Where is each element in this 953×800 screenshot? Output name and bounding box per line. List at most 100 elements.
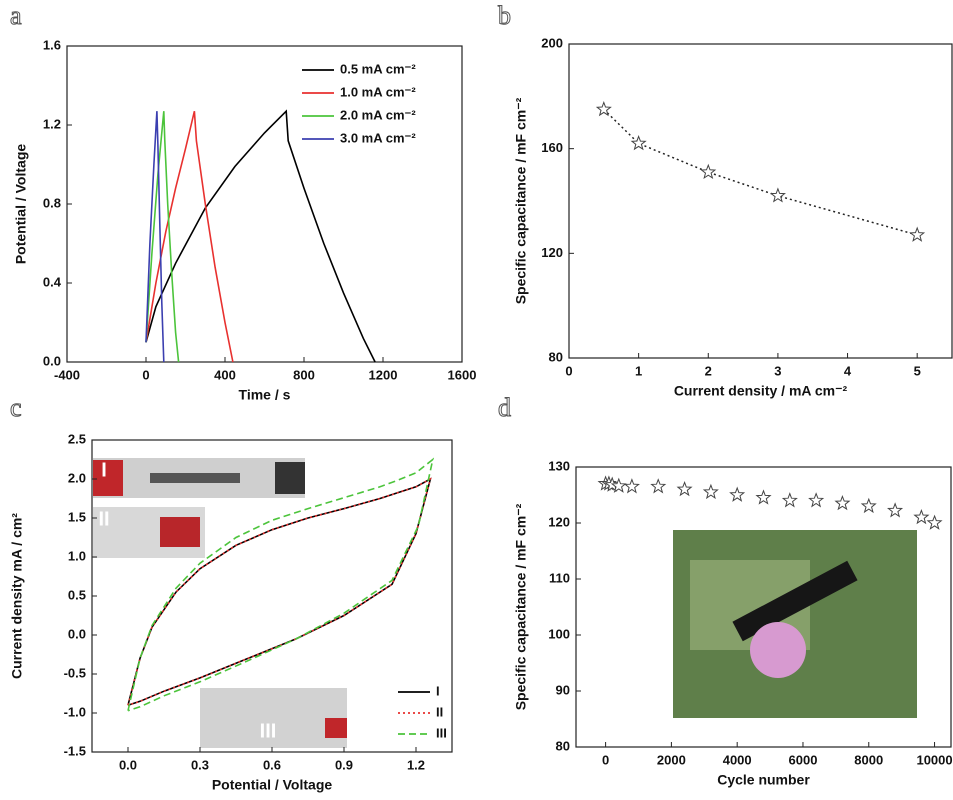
legend-label: 2.0 mA cm⁻² xyxy=(340,107,416,122)
panel-label: c xyxy=(10,393,22,422)
inset-label: II xyxy=(98,508,109,530)
x-tick-label: 0 xyxy=(565,363,572,378)
inset-photo-flower xyxy=(750,622,806,678)
panel: d 0 2000 4000 6000 8000 10000 80 90 100 110 120 130 C… xyxy=(498,392,953,788)
plot-frame xyxy=(568,43,953,359)
x-tick-label: 0.9 xyxy=(335,757,353,772)
legend-label: I xyxy=(436,683,440,698)
star-marker xyxy=(595,100,612,117)
y-axis-label: Potential / Voltage xyxy=(13,144,29,265)
y-tick-label: 200 xyxy=(541,35,563,50)
inset-photo-device xyxy=(150,473,240,483)
plot-frame xyxy=(575,466,952,748)
y-tick-label: 0.4 xyxy=(43,274,62,289)
y-tick-label: 0.0 xyxy=(68,626,86,641)
inset-label: I xyxy=(101,459,107,481)
x-tick-label: 1200 xyxy=(369,367,398,382)
x-tick-label: 400 xyxy=(214,367,236,382)
x-tick-label: 800 xyxy=(293,367,315,382)
series-line xyxy=(145,111,234,363)
x-tick-label: 0.6 xyxy=(263,757,281,772)
x-tick-label: 8000 xyxy=(854,752,883,767)
y-tick-label: 130 xyxy=(548,458,570,473)
star-marker xyxy=(755,489,772,505)
series-line xyxy=(127,477,432,706)
star-marker xyxy=(860,497,877,514)
x-tick-label: 0.0 xyxy=(119,757,137,772)
y-tick-label: 120 xyxy=(541,245,563,260)
x-tick-label: 10000 xyxy=(916,752,952,767)
panel: c 0.0 0.3 0.6 0.9 1.2 -1.5 -1.0 -0.5 0.0 0.5 1.0 1.5… xyxy=(9,392,453,793)
star-marker xyxy=(630,134,647,151)
x-tick-label: 1 xyxy=(635,363,642,378)
y-tick-label: 2.0 xyxy=(68,470,86,485)
y-tick-label: 120 xyxy=(548,514,570,529)
y-tick-label: 90 xyxy=(556,682,570,697)
inset-photo-clip xyxy=(93,460,123,496)
star-marker xyxy=(781,492,798,508)
y-tick-label: 0.0 xyxy=(43,353,61,368)
x-tick-label: 4000 xyxy=(723,752,752,767)
x-axis-label: Potential / Voltage xyxy=(212,777,333,793)
y-tick-label: -1.5 xyxy=(64,743,86,758)
star-marker xyxy=(887,502,904,518)
x-tick-label: 1.2 xyxy=(407,757,425,772)
inset-photo xyxy=(200,688,347,748)
star-marker xyxy=(623,478,640,494)
panel-label: a xyxy=(10,1,22,30)
panel-label: b xyxy=(498,1,511,30)
x-tick-label: 2 xyxy=(705,363,712,378)
series-line xyxy=(145,109,376,363)
y-tick-label: -0.5 xyxy=(64,665,86,680)
inset-label: III xyxy=(260,720,277,742)
y-tick-label: 80 xyxy=(556,738,570,753)
x-axis-label: Time / s xyxy=(239,387,291,403)
star-marker xyxy=(650,478,667,494)
panel-label: d xyxy=(498,393,511,422)
y-tick-label: 160 xyxy=(541,140,563,155)
trend-line xyxy=(603,108,918,236)
y-tick-label: 2.5 xyxy=(68,431,86,446)
x-tick-label: 0 xyxy=(142,367,149,382)
legend-label: 3.0 mA cm⁻² xyxy=(340,130,416,145)
series-line xyxy=(145,111,165,363)
star-marker xyxy=(834,494,851,511)
x-tick-label: 4 xyxy=(844,363,852,378)
y-axis-label: Specific capacitance / mF cm⁻² xyxy=(513,97,529,304)
y-tick-label: -1.0 xyxy=(64,704,86,719)
y-axis-label: Specific capacitance / mF cm⁻² xyxy=(513,503,529,710)
legend-label: III xyxy=(436,725,447,740)
x-tick-label: 6000 xyxy=(789,752,818,767)
panel: a -400 0 400 800 1200 1600 0.0 0.4 0.8 1.2 1.6 Time … xyxy=(10,0,477,403)
x-tick-label: 0.3 xyxy=(191,757,209,772)
y-tick-label: 80 xyxy=(549,349,563,364)
x-tick-label: 5 xyxy=(914,363,921,378)
y-tick-label: 1.6 xyxy=(43,37,61,52)
x-tick-label: 1600 xyxy=(448,367,477,382)
star-marker xyxy=(702,483,719,500)
inset-photo-clip xyxy=(275,462,305,494)
x-tick-label: 0 xyxy=(602,752,609,767)
inset-photo-clip xyxy=(325,718,347,738)
star-marker xyxy=(769,187,786,203)
x-tick-label: 3 xyxy=(774,363,781,378)
y-tick-label: 1.5 xyxy=(68,509,86,524)
panel: b 0 1 2 3 4 5 80 120 160 200 Current density / mA c… xyxy=(498,0,953,399)
x-axis-label: Cycle number xyxy=(717,772,810,788)
star-marker xyxy=(909,226,926,242)
y-tick-label: 110 xyxy=(549,570,570,585)
y-tick-label: 1.0 xyxy=(68,548,86,563)
legend-label: II xyxy=(436,704,443,719)
series-line xyxy=(145,111,180,363)
y-tick-label: 0.8 xyxy=(43,195,61,210)
x-axis-label: Current density / mA cm⁻² xyxy=(674,383,848,399)
star-marker xyxy=(729,486,746,502)
star-marker xyxy=(926,514,943,530)
star-marker xyxy=(610,477,627,493)
x-tick-label: -400 xyxy=(54,367,80,382)
y-tick-label: 100 xyxy=(548,626,570,641)
x-tick-label: 2000 xyxy=(657,752,686,767)
y-tick-label: 0.5 xyxy=(68,587,86,602)
inset-photos xyxy=(93,458,917,748)
